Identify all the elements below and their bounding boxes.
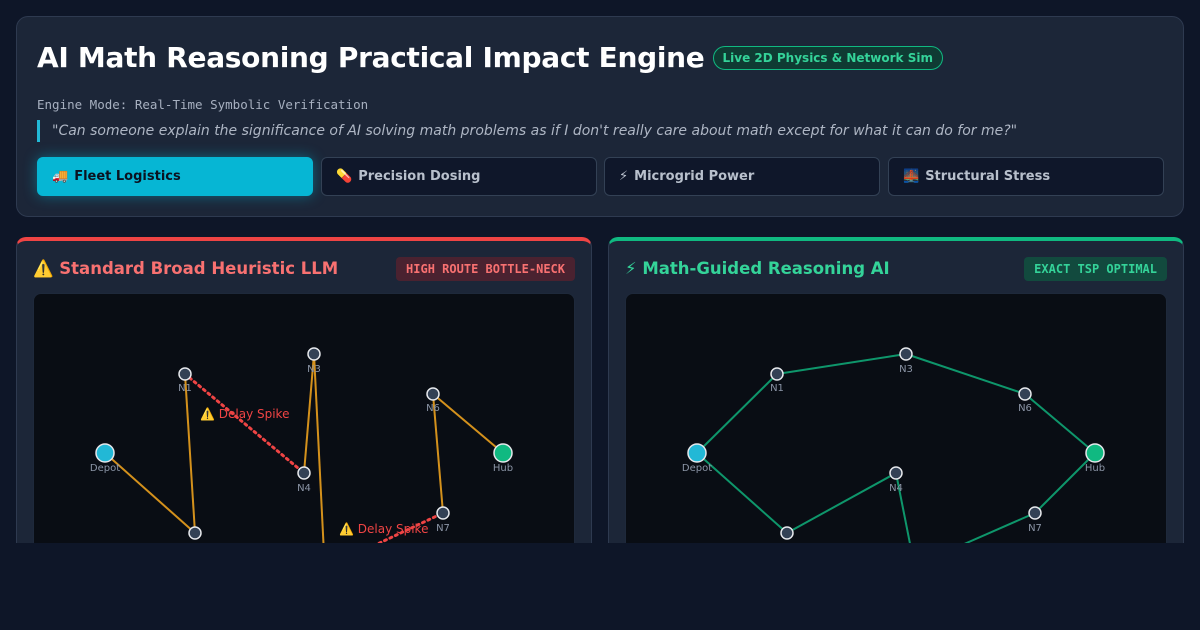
depot-node — [95, 443, 115, 463]
node-n2 — [188, 526, 202, 540]
node-n4 — [297, 466, 311, 480]
route-edge — [432, 393, 504, 454]
optimal-panel: ⚡ Math-Guided Reasoning AI EXACT TSP OPT… — [608, 237, 1184, 557]
node-label-hub: Hub — [493, 463, 513, 474]
optimal-route-graph: Depot Hub N1 N2 N3 N4 N6 N7 — [625, 293, 1167, 556]
route-edge — [786, 472, 897, 534]
page-title: AI Math Reasoning Practical Impact Engin… — [37, 41, 705, 74]
node-n3 — [899, 347, 913, 361]
route-edge — [1034, 452, 1096, 514]
tab-fleet-logistics[interactable]: 🚚 Fleet Logistics — [37, 157, 313, 196]
lightning-icon: ⚡ — [619, 169, 629, 184]
quote-text: "Can someone explain the significance of… — [37, 120, 1017, 142]
heuristic-status-badge: HIGH ROUTE BOTTLE-NECK — [396, 257, 575, 281]
node-n1 — [178, 367, 192, 381]
pill-icon: 💊 — [336, 169, 353, 184]
tab-label: Microgrid Power — [634, 169, 755, 184]
tab-label: Fleet Logistics — [74, 169, 181, 184]
node-label-n3: N3 — [307, 364, 321, 375]
route-edge — [696, 452, 788, 534]
tab-precision-dosing[interactable]: 💊 Precision Dosing — [321, 157, 597, 196]
node-label-depot: Depot — [90, 463, 120, 474]
hub-node — [1085, 443, 1105, 463]
optimal-status-badge: EXACT TSP OPTIMAL — [1024, 257, 1167, 281]
node-label-n7: N7 — [1028, 523, 1042, 534]
node-n3 — [307, 347, 321, 361]
bridge-icon: 🌉 — [903, 169, 920, 184]
optimal-panel-title: ⚡ Math-Guided Reasoning AI — [625, 259, 890, 278]
node-label-n7: N7 — [436, 523, 450, 534]
heuristic-panel: ⚠️ Standard Broad Heuristic LLM HIGH ROU… — [16, 237, 592, 557]
node-label-n4: N4 — [889, 483, 903, 494]
node-label-n1: N1 — [770, 383, 784, 394]
depot-node — [687, 443, 707, 463]
tab-microgrid-power[interactable]: ⚡ Microgrid Power — [604, 157, 880, 196]
route-edge — [184, 373, 196, 534]
node-n6 — [1018, 387, 1032, 401]
node-label-n6: N6 — [426, 403, 440, 414]
tab-label: Structural Stress — [925, 169, 1051, 184]
route-edge — [432, 393, 444, 514]
node-n1 — [770, 367, 784, 381]
node-n6 — [426, 387, 440, 401]
tab-label: Precision Dosing — [358, 169, 481, 184]
header-card: AI Math Reasoning Practical Impact Engin… — [16, 16, 1184, 217]
route-edge — [104, 452, 196, 534]
route-edge — [895, 472, 914, 556]
node-label-depot: Depot — [682, 463, 712, 474]
live-sim-badge: Live 2D Physics & Network Sim — [712, 45, 943, 70]
engine-mode-text: Engine Mode: Real-Time Symbolic Verifica… — [37, 97, 369, 112]
delay-spike-edge — [183, 372, 306, 475]
node-n7 — [1028, 506, 1042, 520]
hub-node — [493, 443, 513, 463]
node-label-n3: N3 — [899, 364, 913, 375]
route-edge — [776, 353, 907, 375]
heuristic-panel-title: ⚠️ Standard Broad Heuristic LLM — [33, 259, 339, 278]
truck-icon: 🚚 — [52, 169, 69, 184]
heuristic-route-graph: Depot Hub N1 N2 N3 N4 N6 N7 ⚠️ Delay Spi… — [33, 293, 575, 556]
route-edge — [313, 353, 326, 556]
node-n7 — [436, 506, 450, 520]
route-edge — [905, 353, 1026, 395]
delay-spike-label: ⚠️ Delay Spike — [200, 407, 289, 421]
node-label-hub: Hub — [1085, 463, 1105, 474]
node-n4 — [889, 466, 903, 480]
title-row: AI Math Reasoning Practical Impact Engin… — [37, 41, 943, 74]
route-edge — [696, 373, 778, 454]
tab-structural-stress[interactable]: 🌉 Structural Stress — [888, 157, 1164, 196]
page-background — [0, 543, 1200, 630]
node-n2 — [780, 526, 794, 540]
node-label-n4: N4 — [297, 483, 311, 494]
route-edge — [1024, 393, 1096, 454]
route-edge — [303, 353, 315, 474]
node-label-n1: N1 — [178, 383, 192, 394]
node-label-n6: N6 — [1018, 403, 1032, 414]
delay-spike-label: ⚠️ Delay Spike — [339, 522, 428, 536]
